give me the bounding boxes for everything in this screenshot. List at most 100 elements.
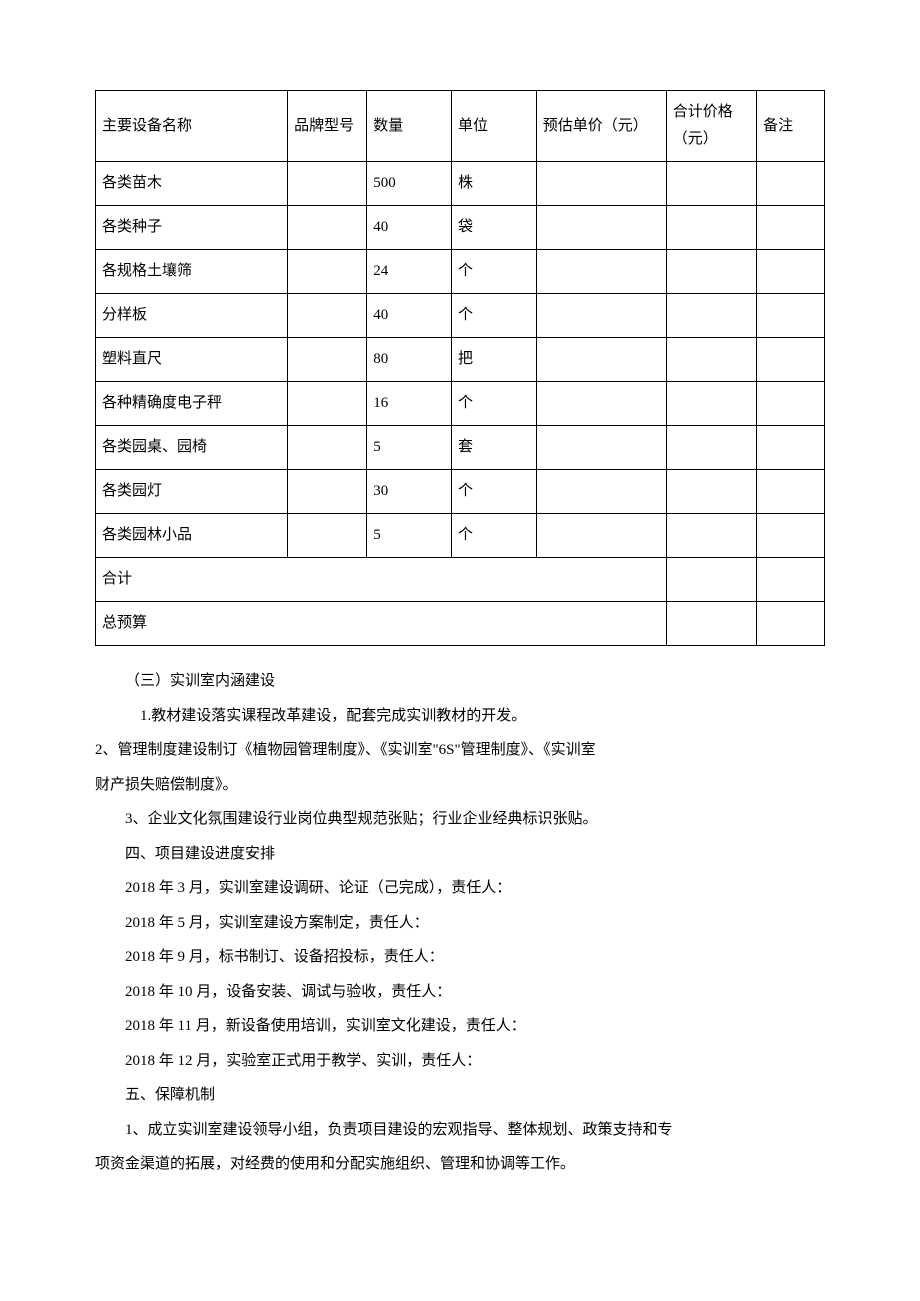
section-4-item-1: 2018 年 3 月，实训室建设调研、论证（己完成），责任人：	[95, 871, 825, 906]
total-value	[666, 602, 756, 646]
subtotal-note	[757, 558, 825, 602]
section-4-item-6: 2018 年 12 月，实验室正式用于教学、实训，责任人：	[95, 1044, 825, 1079]
cell-total_price	[666, 206, 756, 250]
document-body: （三）实训室内涵建设 1.教材建设落实课程改革建设，配套完成实训教材的开发。 2…	[95, 664, 825, 1182]
cell-name: 各类园林小品	[96, 514, 288, 558]
cell-unit_price	[536, 206, 666, 250]
cell-unit: 个	[452, 382, 537, 426]
section-5-item-1-line-2: 项资金渠道的拓展，对经费的使用和分配实施组织、管理和协调等工作。	[95, 1147, 825, 1182]
section-3-item-3: 3、企业文化氛围建设行业岗位典型规范张贴；行业企业经典标识张贴。	[95, 802, 825, 837]
cell-total_price	[666, 162, 756, 206]
cell-name: 各规格土壤筛	[96, 250, 288, 294]
cell-brand	[288, 206, 367, 250]
cell-quantity: 500	[367, 162, 452, 206]
cell-name: 塑料直尺	[96, 338, 288, 382]
cell-quantity: 24	[367, 250, 452, 294]
cell-brand	[288, 294, 367, 338]
cell-unit: 个	[452, 250, 537, 294]
cell-unit: 个	[452, 514, 537, 558]
th-unit-price: 预估单价（元）	[536, 91, 666, 162]
cell-unit: 个	[452, 470, 537, 514]
cell-total_price	[666, 250, 756, 294]
table-row: 各类园林小品 5个	[96, 514, 825, 558]
cell-brand	[288, 162, 367, 206]
table-row: 各类园桌、园椅 5套	[96, 426, 825, 470]
cell-quantity: 5	[367, 514, 452, 558]
cell-name: 各类园灯	[96, 470, 288, 514]
cell-total_price	[666, 294, 756, 338]
cell-unit_price	[536, 426, 666, 470]
table-row: 塑料直尺80把	[96, 338, 825, 382]
cell-note	[757, 470, 825, 514]
cell-brand	[288, 250, 367, 294]
cell-note	[757, 382, 825, 426]
cell-note	[757, 162, 825, 206]
cell-unit: 套	[452, 426, 537, 470]
section-3-item-2-line-1: 2、管理制度建设制订《植物园管理制度》、《实训室"6S"管理制度》、《实训室	[95, 733, 825, 768]
table-header-row: 主要设备名称 品牌型号 数量 单位 预估单价（元） 合计价格（元） 备注	[96, 91, 825, 162]
cell-total_price	[666, 338, 756, 382]
table-row: 各类苗木 500株	[96, 162, 825, 206]
cell-note	[757, 294, 825, 338]
cell-total_price	[666, 470, 756, 514]
section-4-title: 四、项目建设进度安排	[95, 837, 825, 872]
cell-unit_price	[536, 250, 666, 294]
table-row: 各类种子 40袋	[96, 206, 825, 250]
cell-quantity: 80	[367, 338, 452, 382]
cell-unit: 个	[452, 294, 537, 338]
cell-note	[757, 514, 825, 558]
table-row: 各种精确度电子秤 16个	[96, 382, 825, 426]
cell-total_price	[666, 426, 756, 470]
cell-name: 各类苗木	[96, 162, 288, 206]
cell-note	[757, 206, 825, 250]
cell-unit_price	[536, 294, 666, 338]
cell-brand	[288, 514, 367, 558]
th-quantity: 数量	[367, 91, 452, 162]
th-total-price: 合计价格（元）	[666, 91, 756, 162]
cell-quantity: 40	[367, 294, 452, 338]
cell-name: 各类园桌、园椅	[96, 426, 288, 470]
cell-brand	[288, 426, 367, 470]
section-3-item-1: 1.教材建设落实课程改革建设，配套完成实训教材的开发。	[95, 699, 825, 734]
section-3-title: （三）实训室内涵建设	[95, 664, 825, 699]
section-5-item-1-line-1: 1、成立实训室建设领导小组，负责项目建设的宏观指导、整体规划、政策支持和专	[95, 1113, 825, 1148]
cell-note	[757, 338, 825, 382]
cell-unit: 株	[452, 162, 537, 206]
cell-brand	[288, 382, 367, 426]
cell-quantity: 5	[367, 426, 452, 470]
total-note	[757, 602, 825, 646]
section-4-item-3: 2018 年 9 月，标书制订、设备招投标，责任人：	[95, 940, 825, 975]
section-4-item-5: 2018 年 11 月，新设备使用培训，实训室文化建设，责任人：	[95, 1009, 825, 1044]
section-5-title: 五、保障机制	[95, 1078, 825, 1113]
cell-name: 分样板	[96, 294, 288, 338]
table-row: 各类园灯 30个	[96, 470, 825, 514]
th-note: 备注	[757, 91, 825, 162]
cell-unit_price	[536, 338, 666, 382]
subtotal-row: 合计	[96, 558, 825, 602]
total-row: 总预算	[96, 602, 825, 646]
th-name: 主要设备名称	[96, 91, 288, 162]
table-row: 分样板 40个	[96, 294, 825, 338]
section-3-item-2-line-2: 财产损失赔偿制度》。	[95, 768, 825, 803]
cell-unit_price	[536, 470, 666, 514]
cell-quantity: 30	[367, 470, 452, 514]
cell-total_price	[666, 514, 756, 558]
cell-note	[757, 250, 825, 294]
cell-brand	[288, 470, 367, 514]
th-unit: 单位	[452, 91, 537, 162]
total-label: 总预算	[96, 602, 667, 646]
cell-unit_price	[536, 162, 666, 206]
cell-unit: 袋	[452, 206, 537, 250]
cell-note	[757, 426, 825, 470]
section-4-item-2: 2018 年 5 月，实训室建设方案制定，责任人：	[95, 906, 825, 941]
cell-unit_price	[536, 382, 666, 426]
th-brand: 品牌型号	[288, 91, 367, 162]
subtotal-label: 合计	[96, 558, 667, 602]
subtotal-value	[666, 558, 756, 602]
equipment-table: 主要设备名称 品牌型号 数量 单位 预估单价（元） 合计价格（元） 备注 各类苗…	[95, 90, 825, 646]
cell-quantity: 40	[367, 206, 452, 250]
cell-quantity: 16	[367, 382, 452, 426]
cell-name: 各种精确度电子秤	[96, 382, 288, 426]
cell-name: 各类种子	[96, 206, 288, 250]
cell-brand	[288, 338, 367, 382]
